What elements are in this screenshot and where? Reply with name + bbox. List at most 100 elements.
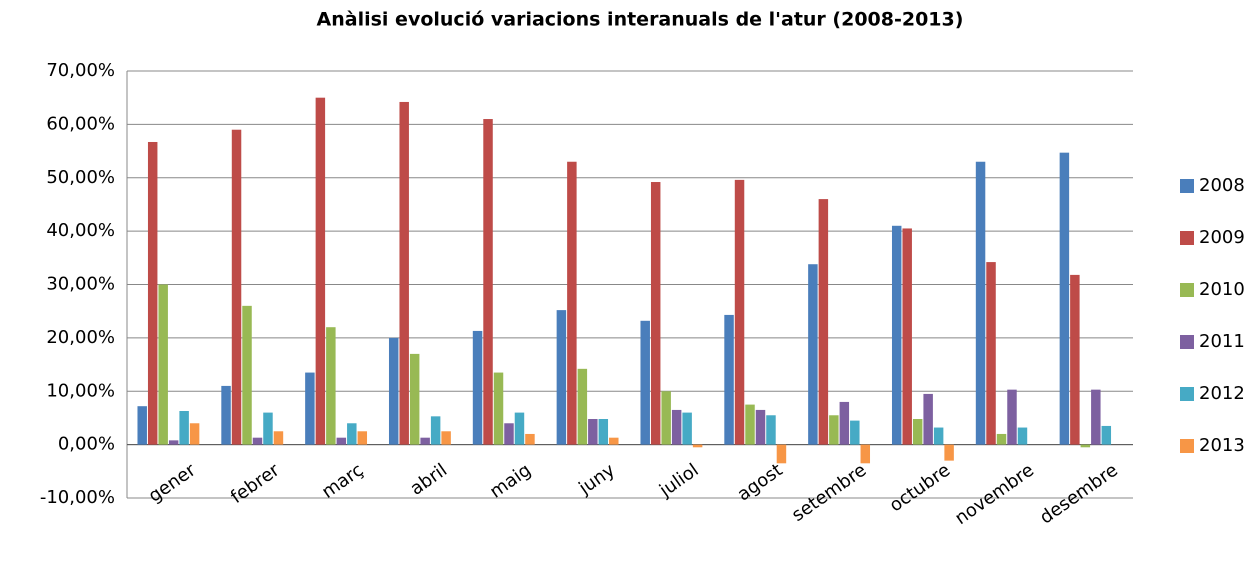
x-tick-label: agost — [734, 460, 787, 506]
y-tick-label: 20,00% — [46, 327, 115, 348]
bar — [556, 310, 567, 445]
bar — [273, 431, 284, 445]
legend-label: 2010 — [1199, 279, 1245, 300]
bar — [315, 97, 326, 445]
bar — [567, 161, 577, 445]
bar — [755, 409, 766, 445]
legend-label: 2009 — [1199, 227, 1245, 248]
bar — [305, 372, 315, 445]
bar — [1080, 444, 1091, 448]
x-tick-label: març — [318, 460, 367, 503]
bar — [388, 337, 399, 445]
bar — [776, 444, 787, 464]
x-tick-label: octubre — [886, 460, 954, 517]
bar — [189, 423, 200, 445]
bar — [766, 415, 776, 445]
legend-swatch — [1180, 231, 1194, 245]
legend-label: 2013 — [1199, 435, 1245, 456]
bar — [158, 284, 168, 445]
bar — [944, 444, 954, 461]
y-tick-label: -10,00% — [40, 487, 115, 508]
bar — [588, 419, 598, 445]
legend-swatch — [1180, 335, 1194, 349]
y-tick-label: 70,00% — [46, 60, 115, 81]
bar — [347, 423, 357, 445]
bar — [1101, 425, 1112, 445]
bar — [483, 119, 493, 445]
bar — [525, 433, 535, 445]
x-tick-label: gener — [145, 459, 200, 507]
y-tick-label: 0,00% — [58, 434, 115, 455]
bar — [808, 264, 818, 445]
bar — [734, 179, 745, 445]
bar — [409, 353, 420, 445]
bar — [504, 423, 514, 445]
chart-title: Anàlisi evolució variacions interanuals … — [317, 9, 964, 31]
y-tick-label: 30,00% — [46, 274, 115, 295]
bar — [839, 401, 850, 445]
bar — [902, 228, 912, 445]
bar — [912, 419, 923, 445]
x-tick-label: setembre — [788, 460, 870, 526]
x-tick-label: novembre — [951, 460, 1038, 530]
y-tick-label: 10,00% — [46, 380, 115, 401]
x-tick-label: abril — [406, 460, 451, 500]
bar — [1070, 274, 1080, 445]
y-tick-label: 60,00% — [46, 113, 115, 134]
y-tick-label: 50,00% — [46, 167, 115, 188]
bar — [650, 182, 661, 445]
bar — [263, 412, 273, 445]
bar — [860, 444, 871, 464]
legend-swatch — [1180, 439, 1194, 453]
bar — [975, 161, 986, 445]
bar — [1017, 427, 1028, 445]
bar — [242, 305, 252, 445]
bar — [692, 444, 703, 448]
bar — [682, 412, 692, 445]
bar — [441, 431, 451, 445]
bar — [640, 320, 650, 445]
y-tick-label: 40,00% — [46, 220, 115, 241]
bar — [399, 101, 409, 445]
bar — [357, 431, 368, 445]
x-tick-label: maig — [486, 460, 535, 503]
legend-swatch — [1180, 179, 1194, 193]
bar — [326, 327, 336, 445]
bar — [724, 314, 734, 445]
bar — [850, 420, 860, 445]
bar — [577, 368, 588, 445]
legend-label: 2008 — [1199, 175, 1245, 196]
legend-swatch — [1180, 283, 1194, 297]
bar — [923, 393, 933, 445]
bar — [609, 437, 619, 445]
bar — [514, 412, 525, 445]
bar — [147, 141, 158, 445]
bar — [818, 199, 829, 445]
bar — [221, 385, 231, 445]
bar — [1059, 152, 1070, 445]
bar — [137, 406, 147, 445]
bar — [336, 437, 347, 445]
bar — [745, 404, 755, 445]
bar — [671, 409, 682, 445]
bar — [598, 419, 609, 445]
bar — [420, 437, 430, 445]
x-tick-label: juliol — [655, 460, 703, 502]
x-tick-label: desembre — [1036, 460, 1122, 529]
bar — [986, 262, 996, 445]
x-tick-label: juny — [574, 459, 619, 499]
bar — [179, 410, 189, 445]
bar — [1091, 389, 1101, 445]
bar — [933, 427, 944, 445]
legend-label: 2011 — [1199, 331, 1245, 352]
bar — [829, 415, 839, 445]
bar — [231, 129, 242, 445]
x-tick-label: febrer — [227, 459, 284, 508]
legend-swatch — [1180, 387, 1194, 401]
bar — [661, 391, 671, 445]
bar — [996, 433, 1007, 445]
bar — [430, 416, 441, 445]
bar — [252, 437, 263, 445]
bar — [168, 440, 179, 445]
